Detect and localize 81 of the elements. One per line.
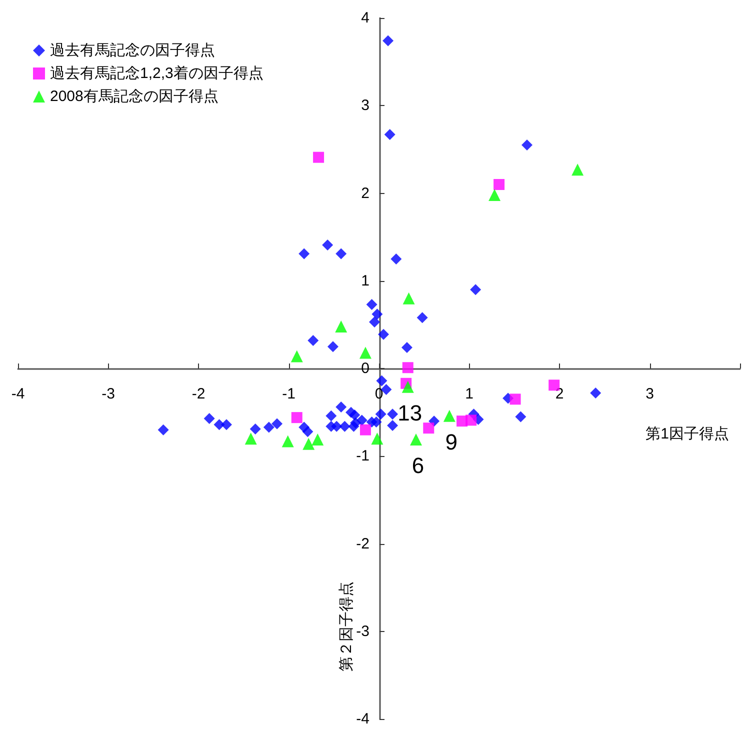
point (326, 410, 337, 422)
point (366, 299, 378, 310)
point (375, 408, 386, 420)
point (522, 140, 533, 151)
point (298, 248, 310, 260)
point (368, 316, 380, 328)
point (470, 284, 482, 296)
point (290, 350, 303, 362)
point (423, 422, 434, 434)
x-tick-label: -1 (282, 386, 296, 402)
x-tick-label: -4 (11, 386, 25, 402)
annotation: 6 (412, 452, 424, 478)
point (302, 426, 314, 438)
point (443, 410, 456, 422)
y-tick-label: 4 (361, 10, 370, 26)
point (387, 408, 398, 420)
point (331, 420, 342, 432)
point (359, 346, 372, 359)
point (349, 409, 360, 420)
point (263, 422, 274, 433)
point (376, 375, 388, 386)
point (402, 362, 414, 374)
point (515, 411, 526, 422)
y-axis-title: 第２因子得点 (338, 581, 355, 672)
point (384, 129, 396, 140)
y-tick-label: -3 (356, 622, 370, 640)
point (572, 164, 584, 176)
point (402, 292, 415, 304)
point (336, 402, 347, 413)
point (291, 412, 302, 424)
y-tick-label: 3 (361, 97, 370, 114)
point (410, 433, 422, 446)
legend-label: 2008有馬記念の因子得点 (50, 88, 218, 105)
point (488, 189, 501, 202)
point (282, 435, 294, 448)
point (390, 253, 402, 264)
point (336, 248, 347, 260)
y-tick-label: 1 (361, 272, 370, 290)
point (335, 320, 348, 332)
y-tick-label: 2 (361, 184, 370, 202)
point (272, 418, 283, 430)
annotation: 13 (398, 400, 422, 426)
point (312, 433, 324, 446)
x-axis-title: 第1因子得点 (646, 426, 729, 442)
point (371, 432, 384, 445)
point (401, 342, 412, 353)
point (250, 423, 261, 434)
y-tick-label: -4 (356, 710, 370, 728)
x-tick-label: 1 (465, 386, 474, 402)
point (387, 420, 398, 431)
point (327, 341, 338, 352)
point (158, 424, 169, 436)
point (372, 308, 383, 320)
point (382, 35, 394, 46)
point (356, 414, 368, 426)
point (510, 394, 521, 405)
point (416, 312, 428, 324)
y-tick-label: -2 (356, 535, 370, 552)
point (302, 438, 315, 450)
x-tick-label: -3 (102, 386, 115, 402)
point (322, 239, 334, 250)
point (402, 380, 414, 393)
x-tick-label: 3 (646, 386, 654, 402)
x-tick-label: 2 (555, 386, 564, 402)
point (378, 328, 390, 340)
point (360, 424, 371, 436)
point (370, 416, 382, 428)
point (313, 152, 324, 163)
y-tick-label: -1 (356, 448, 370, 465)
point (339, 420, 350, 432)
legend-label: 過去有馬記念1,2,3着の因子得点 (50, 65, 264, 82)
point (590, 388, 602, 399)
point (204, 412, 215, 424)
annotation: 9 (445, 429, 458, 454)
point (244, 432, 257, 445)
point (494, 178, 505, 190)
x-tick-label: -2 (192, 386, 206, 402)
point (308, 334, 319, 346)
point (220, 419, 232, 430)
legend-label: 過去有馬記念の因子得点 (50, 42, 215, 59)
point (466, 414, 477, 426)
